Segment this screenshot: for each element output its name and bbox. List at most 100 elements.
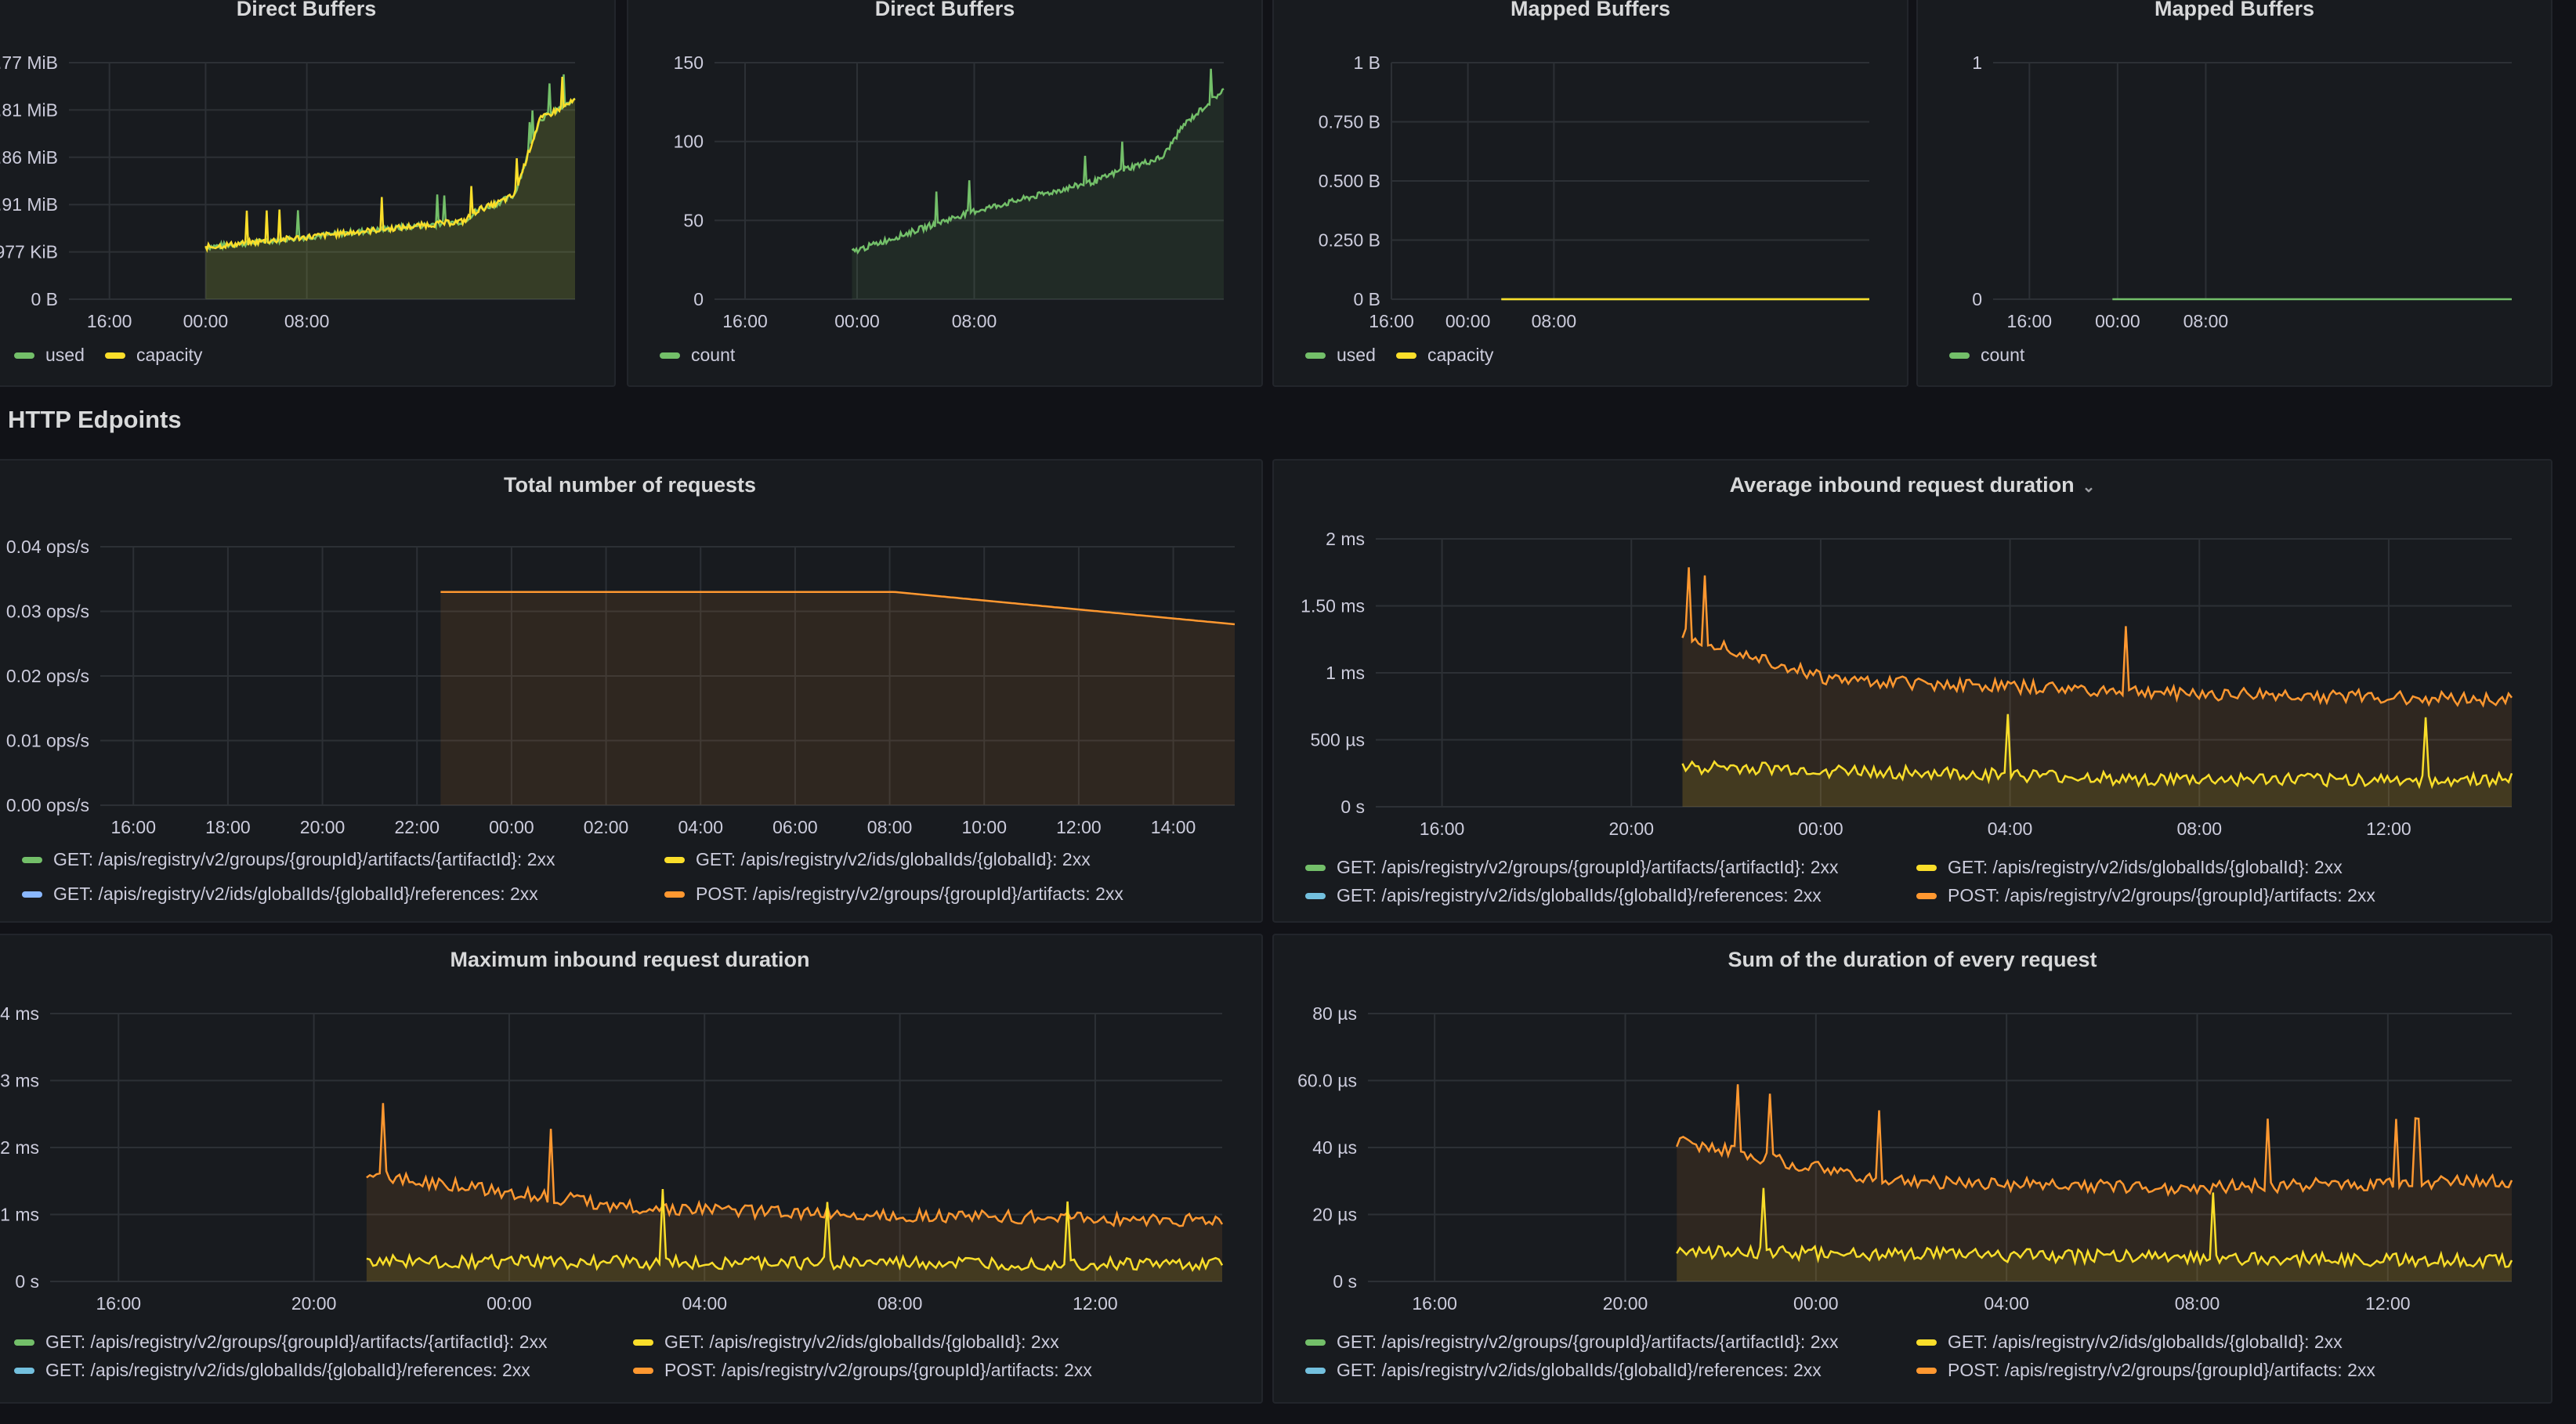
x-tick-label: 00:00 xyxy=(489,817,534,837)
x-tick-label: 16:00 xyxy=(1369,311,1414,331)
panel-maximum-duration[interactable]: Maximum inbound request duration 0 s 1 ms… xyxy=(0,934,1263,1404)
y-tick-label: 0.00 ops/s xyxy=(6,795,89,815)
panel-title[interactable]: Direct Buffers xyxy=(236,0,377,20)
legend-item-0[interactable]: GET: /apis/registry/v2/groups/{groupId}/… xyxy=(14,1332,548,1353)
x-tick-label: 08:00 xyxy=(1532,311,1577,331)
y-tick-label: 0.02 ops/s xyxy=(6,666,89,686)
x-tick-label: 20:00 xyxy=(1603,1293,1648,1314)
panel-title[interactable]: Direct Buffers xyxy=(874,0,1015,20)
x-tick-label: 02:00 xyxy=(584,817,629,837)
chart-mapped-buffers-count[interactable]: 0 1 16:00 00:00 08:00 xyxy=(1918,0,2552,387)
series-line xyxy=(366,1103,1224,1227)
chart-total-requests[interactable]: 0.00 ops/s 0.01 ops/s 0.02 ops/s 0.03 ops/s… xyxy=(0,461,1263,923)
axes: 0 50 100 150 16:00 00:00 08:00 xyxy=(674,52,1224,331)
y-tick-label: 60.0 µs xyxy=(1297,1071,1357,1091)
y-tick-label: 0 s xyxy=(15,1271,39,1292)
y-tick-label: 4 ms xyxy=(0,1003,39,1024)
legend-swatch xyxy=(1916,864,1937,871)
legend-item-count[interactable]: count xyxy=(660,345,735,366)
panel-average-duration[interactable]: Average inbound request duration ⌄ 0 s 500… xyxy=(1272,459,2552,923)
chart-maximum-duration[interactable]: 0 s 1 ms 2 ms 3 ms 4 ms 16:00 20:00 00:00 04:00 0… xyxy=(0,935,1263,1404)
x-tick-label: 10:00 xyxy=(961,817,1007,837)
legend-label: GET: /apis/registry/v2/ids/globalIds/{gl… xyxy=(696,849,1091,869)
panel-sum-duration[interactable]: Sum of the duration of every request 0 s… xyxy=(1272,934,2552,1404)
y-tick-label: 1.91 MiB xyxy=(0,194,58,215)
y-tick-label: 4.77 MiB xyxy=(0,52,58,73)
x-tick-label: 00:00 xyxy=(834,311,880,331)
x-tick-label: 08:00 xyxy=(2175,1293,2220,1314)
x-tick-label: 00:00 xyxy=(2095,311,2140,331)
legend-item-0[interactable]: GET: /apis/registry/v2/groups/{groupId}/… xyxy=(1305,857,1839,878)
legend-item-capacity[interactable]: capacity xyxy=(105,345,202,366)
panel-mapped-buffers-bytes[interactable]: Mapped Buffers 0 B 0.250 B 0.500 B 0.750 B 1… xyxy=(1272,0,1908,387)
legend-item-used[interactable]: used xyxy=(1305,345,1376,366)
x-tick-label: 04:00 xyxy=(678,817,723,837)
panel-title[interactable]: Average inbound request duration ⌄ xyxy=(1274,473,2551,497)
panel-title-text: Average inbound request duration xyxy=(1729,473,2075,497)
legend-item-1[interactable]: GET: /apis/registry/v2/ids/globalIds/{gl… xyxy=(633,1332,1059,1353)
axes: 0 s 20 µs 40 µs 60.0 µs 80 µs 16:00 20:00 00:00… xyxy=(1297,1003,2512,1314)
legend-item-used[interactable]: used xyxy=(14,345,85,366)
series-line xyxy=(1681,714,2513,790)
x-tick-label: 00:00 xyxy=(487,1293,532,1314)
legend-item-count[interactable]: count xyxy=(1949,345,2024,366)
legend-swatch xyxy=(633,1339,653,1346)
legend-label: GET: /apis/registry/v2/groups/{groupId}/… xyxy=(45,1332,548,1352)
panel-title[interactable]: Total number of requests xyxy=(503,473,757,497)
series-area xyxy=(1677,1084,2512,1281)
chart-average-duration[interactable]: 0 s 500 µs 1 ms 1.50 ms 2 ms 16:00 20:00 00:00 0… xyxy=(1274,461,2552,923)
chart-direct-buffers-bytes[interactable]: 0 B 977 KiB 1.91 MiB 2.86 MiB 3.81 MiB 4.77 M… xyxy=(0,0,616,387)
x-tick-label: 16:00 xyxy=(2007,311,2053,331)
x-tick-label: 00:00 xyxy=(1798,819,1843,839)
y-tick-label: 500 µs xyxy=(1310,730,1365,750)
legend-swatch xyxy=(664,856,685,863)
legend-item-1[interactable]: GET: /apis/registry/v2/ids/globalIds/{gl… xyxy=(1916,857,2343,878)
panel-title[interactable]: Sum of the duration of every request xyxy=(1728,948,2097,971)
x-tick-label: 20:00 xyxy=(1608,819,1654,839)
x-tick-label: 14:00 xyxy=(1151,817,1196,837)
legend-item-1[interactable]: GET: /apis/registry/v2/ids/globalIds/{gl… xyxy=(664,849,1091,870)
panel-title[interactable]: Mapped Buffers xyxy=(1510,0,1671,20)
axes: 0 1 16:00 00:00 08:00 xyxy=(1972,52,2512,331)
series-area xyxy=(852,68,1224,300)
legend-item-2[interactable]: GET: /apis/registry/v2/ids/globalIds/{gl… xyxy=(14,1360,530,1381)
legend-swatch xyxy=(1916,892,1937,899)
panel-direct-buffers-count[interactable]: Direct Buffers 0 50 100 150 16:00 00:00 08:00 … xyxy=(627,0,1263,387)
legend-item-capacity[interactable]: capacity xyxy=(1396,345,1493,366)
y-tick-label: 100 xyxy=(674,132,704,152)
chart-direct-buffers-count[interactable]: 0 50 100 150 16:00 00:00 08:00 xyxy=(628,0,1263,387)
legend-swatch xyxy=(1305,864,1326,871)
legend-item-3[interactable]: POST: /apis/registry/v2/groups/{groupId}… xyxy=(1916,885,2375,906)
row-title-http-endpoints[interactable]: HTTP Edpoints xyxy=(8,406,182,433)
panel-total-requests[interactable]: Total number of requests 0.00 ops/s 0.01 … xyxy=(0,459,1263,923)
y-tick-label: 3 ms xyxy=(0,1071,39,1091)
x-tick-label: 16:00 xyxy=(96,1293,141,1314)
legend-item-2[interactable]: GET: /apis/registry/v2/ids/globalIds/{gl… xyxy=(1305,885,1822,906)
chevron-down-icon[interactable]: ⌄ xyxy=(2082,479,2096,496)
legend-label: GET: /apis/registry/v2/groups/{groupId}/… xyxy=(1337,857,1839,877)
legend-swatch xyxy=(1305,1367,1326,1374)
chart-sum-duration[interactable]: 0 s 20 µs 40 µs 60.0 µs 80 µs 16:00 20:00 00:00… xyxy=(1274,935,2552,1404)
x-tick-label: 08:00 xyxy=(952,311,997,331)
legend-item-3[interactable]: POST: /apis/registry/v2/groups/{groupId}… xyxy=(1916,1360,2375,1381)
legend-swatch xyxy=(1916,1367,1937,1374)
legend-item-0[interactable]: GET: /apis/registry/v2/groups/{groupId}/… xyxy=(1305,1332,1839,1353)
y-tick-label: 0.500 B xyxy=(1319,171,1380,191)
panel-direct-buffers-bytes[interactable]: Direct Buffers 0 B 977 KiB 1.91 MiB 2.86 Mi… xyxy=(0,0,616,387)
series-line xyxy=(851,68,1225,255)
panel-mapped-buffers-count[interactable]: Mapped Buffers 0 1 16:00 00:00 08:00 count xyxy=(1916,0,2552,387)
legend-item-3[interactable]: POST: /apis/registry/v2/groups/{groupId}… xyxy=(633,1360,1092,1381)
y-tick-label: 0 B xyxy=(1353,289,1380,309)
legend-item-3[interactable]: POST: /apis/registry/v2/groups/{groupId}… xyxy=(664,884,1123,905)
y-tick-label: 1 ms xyxy=(0,1205,39,1225)
legend-item-2[interactable]: GET: /apis/registry/v2/ids/globalIds/{gl… xyxy=(1305,1360,1822,1381)
panel-title[interactable]: Maximum inbound request duration xyxy=(450,948,810,971)
y-tick-label: 0.250 B xyxy=(1319,230,1380,251)
legend-item-1[interactable]: GET: /apis/registry/v2/ids/globalIds/{gl… xyxy=(1916,1332,2343,1353)
series-area xyxy=(1682,714,2512,807)
x-tick-label: 22:00 xyxy=(394,817,440,837)
legend-item-0[interactable]: GET: /apis/registry/v2/groups/{groupId}/… xyxy=(22,849,555,870)
panel-title[interactable]: Mapped Buffers xyxy=(2154,0,2315,20)
chart-mapped-buffers-bytes[interactable]: 0 B 0.250 B 0.500 B 0.750 B 1 B 16:00 00:00 08:… xyxy=(1274,0,1908,387)
legend-item-2[interactable]: GET: /apis/registry/v2/ids/globalIds/{gl… xyxy=(22,884,538,905)
